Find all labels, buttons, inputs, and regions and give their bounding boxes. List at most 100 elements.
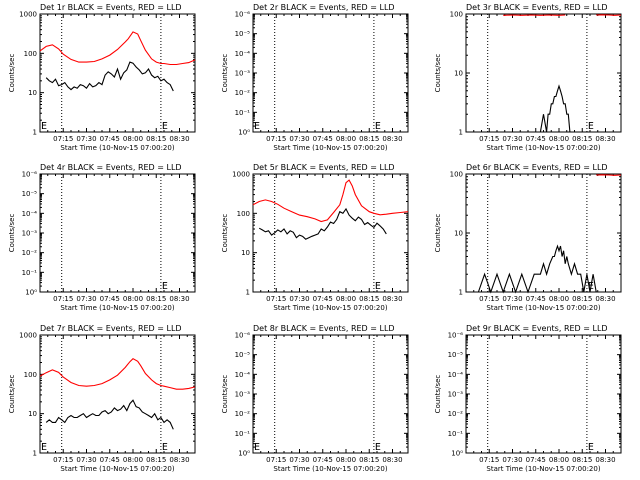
x-tick-label: 07:15 <box>479 456 499 464</box>
y-tick-label: 1 <box>33 129 37 137</box>
x-tick-label: 07:30 <box>76 135 96 143</box>
y-tick-label: 10⁻² <box>448 410 464 418</box>
x-tick-label: 08:15 <box>572 135 592 143</box>
plot-title: Det 5r BLACK = Events, RED = LLD <box>253 163 395 172</box>
x-tick-label: 07:30 <box>502 456 522 464</box>
y-tick-label: 10⁰ <box>25 289 37 297</box>
x-tick-label: 07:15 <box>53 135 73 143</box>
plot-det-2: Det 2r BLACK = Events, RED = LLD 10⁰ 10⁻¹ 1… <box>221 3 409 152</box>
x-tick-label: 08:00 <box>123 295 143 303</box>
y-tick-label: 10⁻⁶ <box>22 171 38 179</box>
y-tick-label: 10⁻⁵ <box>235 351 251 359</box>
x-tick-label: 07:15 <box>479 295 499 303</box>
plot-frame <box>465 334 622 454</box>
x-tick-label: 08:30 <box>595 456 615 464</box>
y-axis-label: Counts/sec <box>221 54 229 93</box>
edge-marker-e: E <box>375 121 381 132</box>
events-series-line <box>45 61 174 92</box>
x-tick-label: 07:15 <box>266 456 286 464</box>
x-tick-label: 08:30 <box>595 135 615 143</box>
y-tick-label: 100 <box>24 50 37 58</box>
x-tick-label: 08:00 <box>549 295 569 303</box>
x-tick-label: 08:30 <box>382 456 402 464</box>
x-axis-label: Start Time (10-Nov-15 07:00:20) <box>486 304 600 312</box>
plot-frame <box>465 173 622 293</box>
y-tick-label: 10⁰ <box>238 450 250 458</box>
x-tick-label: 08:15 <box>146 456 166 464</box>
y-tick-label: 10⁻⁶ <box>235 11 251 19</box>
x-axis-label: Start Time (10-Nov-15 07:00:20) <box>60 144 174 152</box>
y-tick-label: 10⁰ <box>451 450 463 458</box>
plot-frame <box>252 334 409 454</box>
y-tick-label: 10 <box>28 410 37 418</box>
edge-marker-e: E <box>254 442 260 453</box>
lld-series-line <box>596 174 622 176</box>
x-tick-label: 07:15 <box>266 295 286 303</box>
y-tick-label: 100 <box>24 371 37 379</box>
x-axis-label: Start Time (10-Nov-15 07:00:20) <box>273 304 387 312</box>
plot-title: Det 7r BLACK = Events, RED = LLD <box>40 324 182 333</box>
y-tick-label: 10 <box>454 230 463 238</box>
y-tick-label: 10⁻⁴ <box>235 371 251 379</box>
y-axis-label: Counts/sec <box>8 54 16 93</box>
y-axis-label: Counts/sec <box>221 375 229 414</box>
edge-marker-e: E <box>254 121 260 132</box>
plot-title: Det 3r BLACK = Events, RED = LLD <box>466 3 608 12</box>
x-tick-label: 07:15 <box>53 456 73 464</box>
events-series-line <box>45 399 174 430</box>
x-tick-label: 07:30 <box>289 135 309 143</box>
x-tick-label: 08:30 <box>382 295 402 303</box>
x-axis-label: Start Time (10-Nov-15 07:00:20) <box>60 304 174 312</box>
y-tick-label: 10⁻³ <box>235 70 251 78</box>
x-tick-label: 08:30 <box>169 135 189 143</box>
x-tick-label: 08:00 <box>336 456 356 464</box>
y-tick-label: 1000 <box>232 171 250 179</box>
plot-det-5: Det 5r BLACK = Events, RED = LLD 1 10 100 10… <box>221 163 409 312</box>
plot-det-1: Det 1r BLACK = Events, RED = LLD 1 10 100 10… <box>8 3 196 152</box>
lld-series-line <box>39 31 196 66</box>
plot-det-8: Det 8r BLACK = Events, RED = LLD 10⁰ 10⁻¹ 1… <box>221 324 409 473</box>
x-tick-label: 07:45 <box>100 456 120 464</box>
plot-title: Det 6r BLACK = Events, RED = LLD <box>466 163 608 172</box>
plot-frame <box>39 173 196 293</box>
x-tick-label: 07:15 <box>53 295 73 303</box>
edge-marker-e: E <box>588 442 594 453</box>
y-tick-label: 10⁻¹ <box>22 269 38 277</box>
y-tick-label: 10⁻² <box>235 410 251 418</box>
y-tick-label: 1 <box>459 129 463 137</box>
x-tick-label: 07:45 <box>313 295 333 303</box>
x-tick-label: 08:15 <box>572 295 592 303</box>
x-tick-label: 08:30 <box>382 135 402 143</box>
x-tick-label: 07:45 <box>526 456 546 464</box>
y-tick-label: 10⁻¹ <box>235 109 251 117</box>
x-axis-label: Start Time (10-Nov-15 07:00:20) <box>273 144 387 152</box>
x-tick-label: 08:30 <box>169 456 189 464</box>
plot-frame <box>39 334 196 454</box>
x-tick-label: 08:15 <box>359 456 379 464</box>
y-axis-label: Counts/sec <box>8 375 16 414</box>
x-tick-label: 08:15 <box>359 135 379 143</box>
lld-series-line <box>252 179 409 223</box>
x-tick-label: 07:45 <box>526 295 546 303</box>
edge-marker-e: E <box>162 121 168 132</box>
y-tick-label: 10 <box>28 89 37 97</box>
x-tick-label: 08:15 <box>146 135 166 143</box>
plot-det-9: Det 9r BLACK = Events, RED = LLD 10⁰ 10⁻¹ 1… <box>434 324 622 473</box>
x-tick-label: 07:15 <box>479 135 499 143</box>
x-axis-label: Start Time (10-Nov-15 07:00:20) <box>60 465 174 473</box>
x-tick-label: 07:30 <box>502 295 522 303</box>
y-tick-label: 1 <box>459 289 463 297</box>
edge-marker-e: E <box>41 121 47 132</box>
x-tick-label: 08:00 <box>549 135 569 143</box>
y-tick-label: 1 <box>33 450 37 458</box>
y-tick-label: 10⁻¹ <box>448 430 464 438</box>
y-tick-label: 10⁻⁴ <box>448 371 464 379</box>
y-tick-label: 10⁻⁵ <box>448 351 464 359</box>
plot-title: Det 2r BLACK = Events, RED = LLD <box>253 3 395 12</box>
plot-det-3: Det 3r BLACK = Events, RED = LLD 1 10 100 07… <box>434 3 622 152</box>
x-tick-label: 08:00 <box>336 135 356 143</box>
y-tick-label: 10⁻² <box>235 89 251 97</box>
y-tick-label: 10⁻³ <box>22 230 38 238</box>
plot-frame <box>252 13 409 133</box>
y-tick-label: 1000 <box>19 332 37 340</box>
